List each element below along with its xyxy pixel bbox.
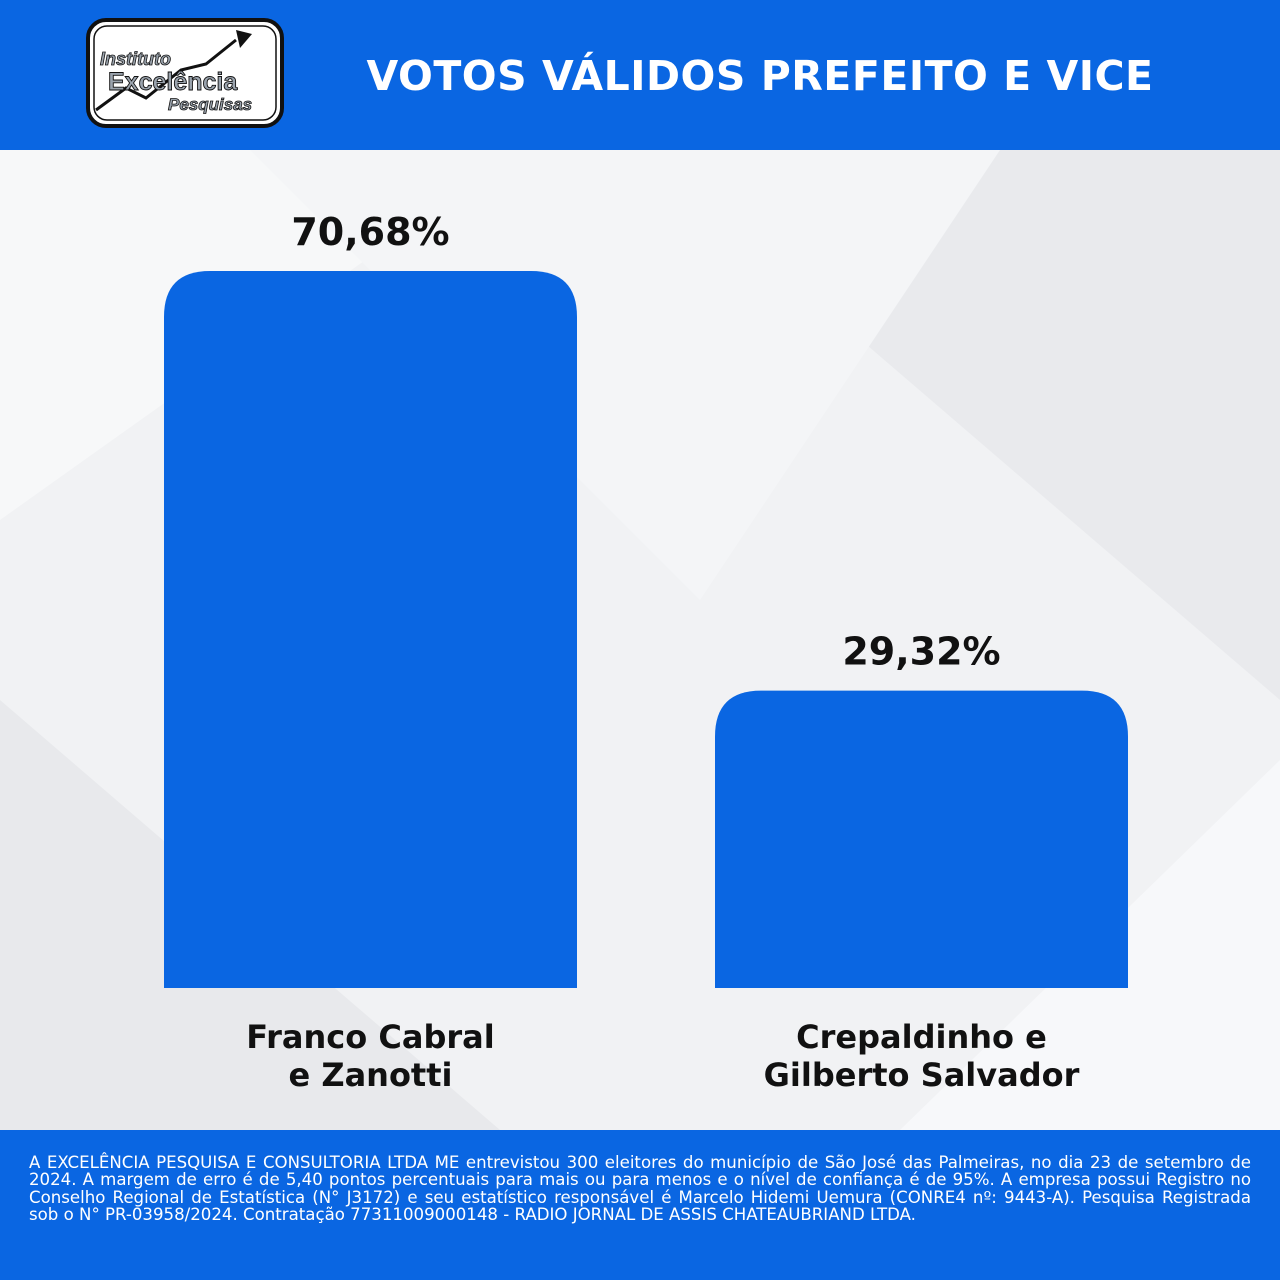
bar-0 [164,271,577,988]
bar-1 [715,690,1128,988]
category-label-1-line-0: Crepaldinho e [796,1018,1047,1056]
category-label-1-line-1: Gilberto Salvador [764,1056,1080,1094]
page-title: VOTOS VÁLIDOS PREFEITO E VICE [366,52,1154,100]
institute-logo: Instituto Excelência Pesquisas [86,18,284,128]
category-label-0-line-0: Franco Cabral [246,1018,494,1056]
bar-value-label-0: 70,68% [291,210,449,254]
survey-disclaimer: A EXCELÊNCIA PESQUISA E CONSULTORIA LTDA… [29,1153,1251,1225]
footer-banner: A EXCELÊNCIA PESQUISA E CONSULTORIA LTDA… [0,1130,1280,1280]
header-banner: Instituto Excelência Pesquisas VOTOS VÁL… [0,0,1280,150]
bar-value-label-1: 29,32% [842,630,1000,674]
logo-line-1: Instituto [100,49,171,69]
logo-line-3: Pesquisas [168,95,252,114]
category-label-0-line-1: e Zanotti [289,1056,453,1094]
logo-line-2: Excelência [108,68,238,96]
rising-arrow-icon [95,30,252,112]
